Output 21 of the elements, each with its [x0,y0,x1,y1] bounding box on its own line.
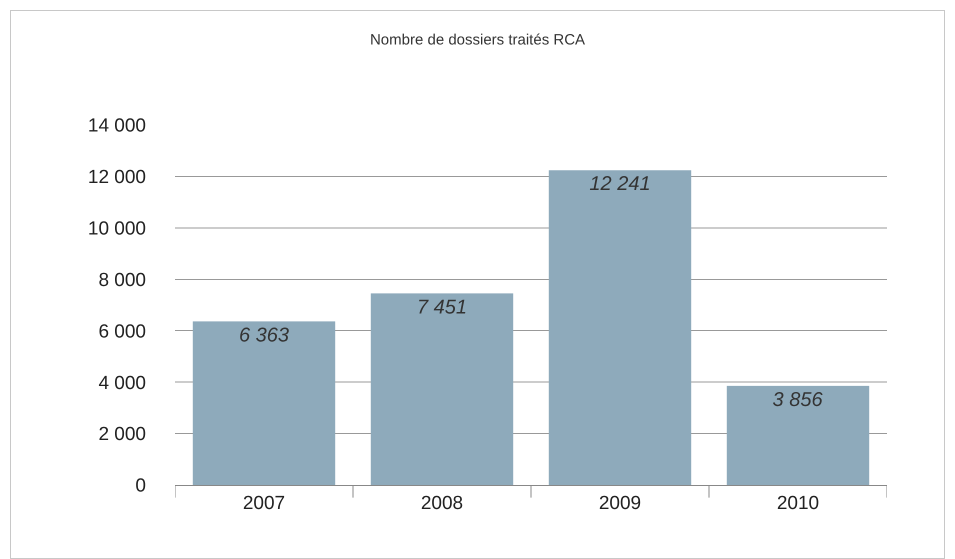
y-tick-label: 8 000 [98,270,146,291]
data-label: 12 241 [589,173,651,196]
chart-title: Nombre de dossiers traités RCA [370,31,586,48]
y-tick-label: 0 [135,476,146,497]
x-tick-label: 2010 [776,492,820,514]
bar [726,386,870,485]
y-tick-label: 14 000 [88,116,146,137]
y-tick-label: 10 000 [88,218,146,240]
y-tick-label: 6 000 [98,321,146,342]
bar [548,170,692,485]
x-tick-label: 2008 [420,492,464,514]
bar [370,293,514,485]
x-tick-label: 2009 [598,492,642,514]
y-tick-label: 12 000 [88,167,146,188]
data-label: 3 856 [772,388,824,411]
x-tick-label: 2007 [242,492,286,514]
data-label: 6 363 [238,324,290,346]
y-tick-label: 2 000 [98,424,146,446]
data-label: 7 451 [416,296,468,318]
bar [192,321,336,485]
y-tick-label: 4 000 [98,372,146,394]
